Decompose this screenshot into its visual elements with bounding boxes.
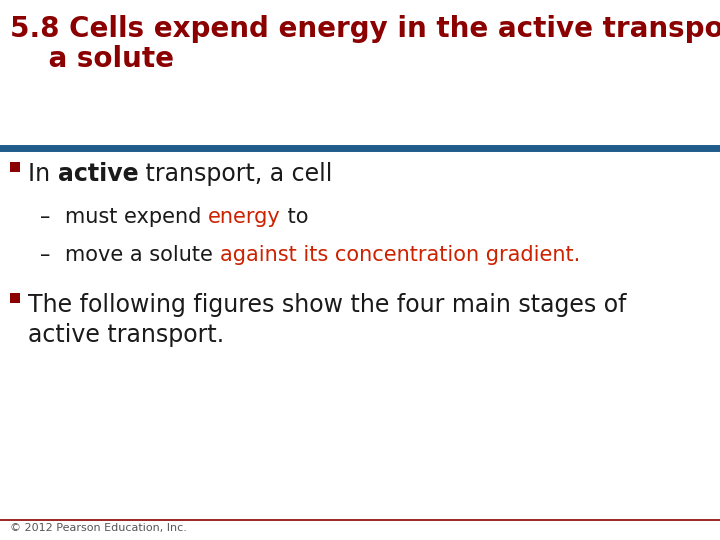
- Text: against its concentration gradient.: against its concentration gradient.: [220, 245, 580, 265]
- Bar: [10, 293, 20, 303]
- Text: 5.8 Cells expend energy in the active transport of: 5.8 Cells expend energy in the active tr…: [10, 15, 720, 43]
- Text: transport, a cell: transport, a cell: [138, 162, 333, 186]
- Text: a solute: a solute: [10, 45, 174, 73]
- Text: –: –: [40, 245, 50, 265]
- Text: to: to: [281, 207, 308, 227]
- Bar: [10, 162, 20, 172]
- Text: The following figures show the four main stages of: The following figures show the four main…: [28, 293, 626, 317]
- Text: © 2012 Pearson Education, Inc.: © 2012 Pearson Education, Inc.: [10, 523, 187, 533]
- Text: active transport.: active transport.: [28, 323, 224, 347]
- Text: move a solute: move a solute: [65, 245, 220, 265]
- Text: active: active: [58, 162, 138, 186]
- Text: must expend: must expend: [65, 207, 208, 227]
- Text: In: In: [28, 162, 58, 186]
- Text: –: –: [40, 207, 50, 227]
- Text: energy: energy: [208, 207, 281, 227]
